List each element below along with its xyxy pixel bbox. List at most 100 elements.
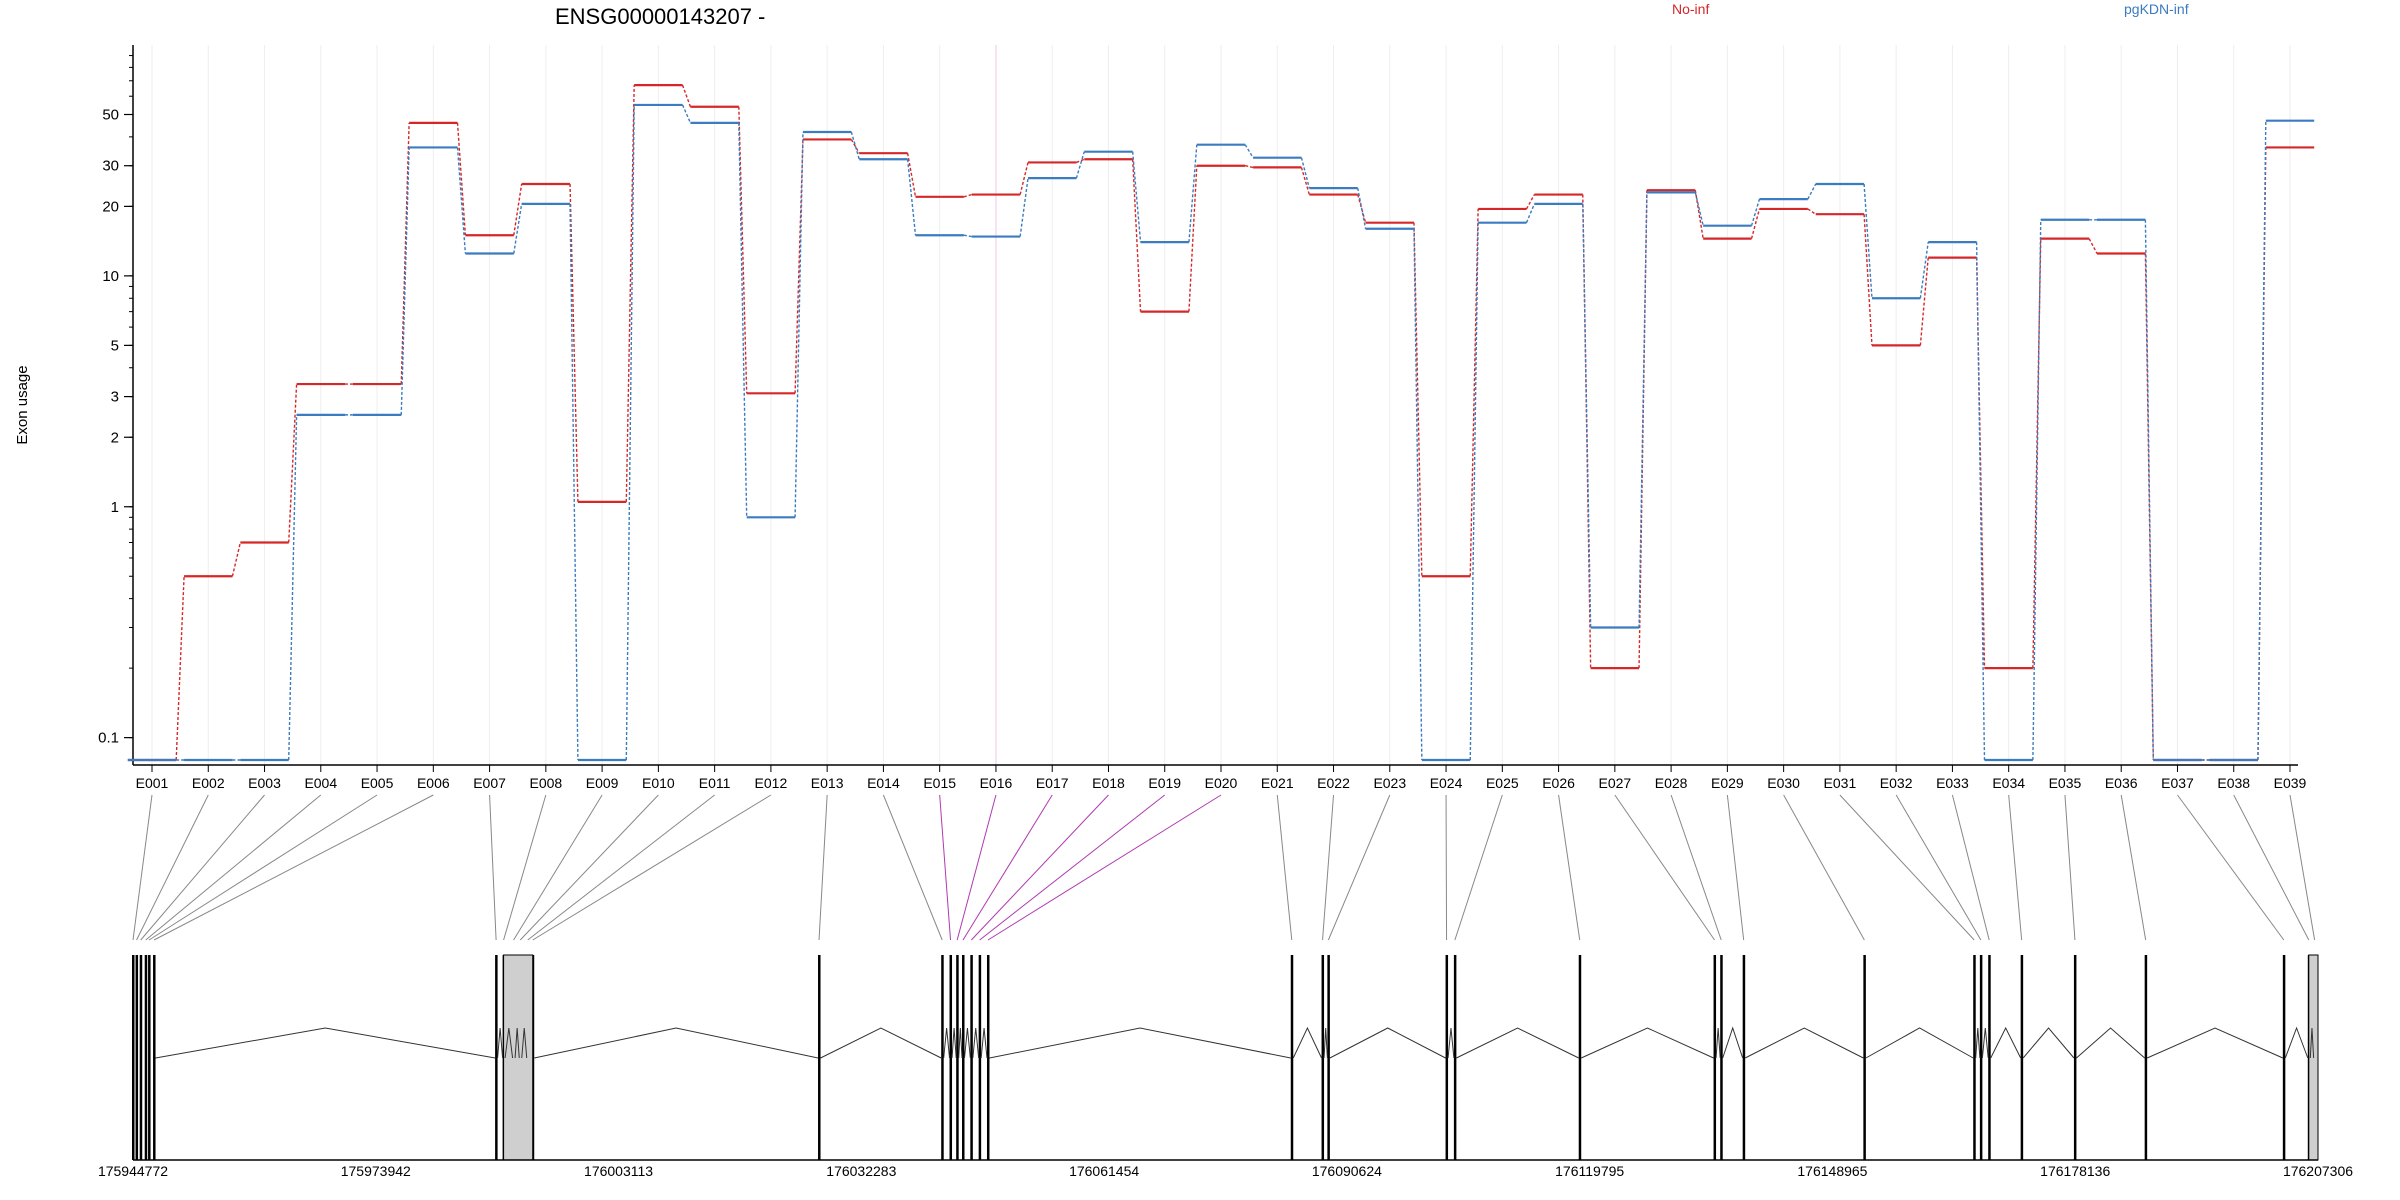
exon-mapping-line [1445,794,1448,941]
chart-title: ENSG00000143207 - [555,4,765,29]
exon-box [956,955,959,1160]
intron-line [964,1027,971,1059]
series-connector [963,234,972,238]
x-tick-label: E020 [1205,775,1238,791]
exon-box [132,955,135,1160]
series-connector [1469,208,1479,577]
series-connector [2032,238,2042,669]
exon-mapping-line [882,794,943,941]
series-connector [1975,242,1986,761]
series-connector [456,147,467,254]
legend-entry-pgkdn-inf: pgKDN-inf [2124,1,2189,17]
genome-coordinate-label: 176119795 [1555,1163,1624,1179]
series-connector [1300,157,1311,189]
exon-box [1453,955,1457,1160]
series-connector [513,183,523,236]
x-tick-label: E022 [1317,775,1350,791]
exon-box [986,955,990,1160]
series-connector [1807,183,1817,200]
intron-line [972,1027,980,1059]
genome-coordinate-label: 176207306 [2283,1163,2353,1179]
exon-box [1445,955,1449,1160]
series-connector [1131,159,1142,312]
exon-box [941,955,944,1160]
exon-mapping-line [2233,794,2310,941]
series-connector [681,104,692,124]
series-connector [1694,190,1704,239]
x-tick-label: E026 [1542,775,1575,791]
series-connector [1694,192,1704,226]
exon-mapping-line [987,794,1222,941]
series-connector [2032,219,2042,761]
x-tick-label: E032 [1880,775,1913,791]
exon-mapping-line [1454,794,1503,941]
exon-box [949,955,953,1160]
exon-mapping-line [136,794,209,941]
exon-mapping-line [1895,794,1982,941]
exon-box [1988,955,1991,1160]
series-connector [1638,192,1648,628]
exon-cluster-box [503,954,534,1161]
series-connector [1413,228,1423,761]
intron-line [521,1027,528,1059]
intron-line [534,1027,819,1059]
exon-box [153,955,156,1160]
intron-line [504,1027,514,1059]
x-tick-label: E024 [1430,775,1463,791]
series-connector [2144,219,2154,761]
x-tick-label: E035 [2049,775,2082,791]
exon-box [970,955,973,1160]
x-tick-label: E033 [1936,775,1969,791]
exon-box [1321,955,1325,1160]
x-tick-label: E011 [699,775,731,791]
series-connector [1807,208,1817,215]
y-tick-label: 50 [102,107,119,124]
exon-mapping-line [2008,794,2023,941]
series-connector [231,542,242,577]
y-tick-label: 20 [102,198,119,215]
intron-line [1715,1027,1721,1059]
x-tick-label: E009 [586,775,619,791]
series-connector [1469,222,1479,761]
exon-box [962,955,965,1160]
y-tick-label: 2 [111,429,119,446]
exon-box [1973,955,1976,1160]
series-connector [1582,203,1592,628]
x-tick-label: E001 [136,775,169,791]
gene-model: 175944772 175973942 176003113 176032283 1760… [98,794,2353,1179]
intron-line [1292,1026,1323,1059]
x-tick-label: E012 [755,775,788,791]
intron-line [1722,1026,1744,1059]
x-tick-label: E038 [2217,775,2250,791]
x-tick-label: E002 [192,775,225,791]
series-connector [1244,144,1254,159]
exon-mapping-line [1670,794,1722,941]
x-tick-label: E039 [2274,775,2307,791]
exon-box [148,955,151,1160]
genome-coordinate-label: 175973942 [341,1163,411,1179]
x-tick-label: E010 [642,775,675,791]
series-connector [625,85,635,502]
exon-box [144,955,148,1160]
exon-mapping-line [1726,794,1745,941]
intron-line [1975,1027,1981,1059]
plot-area: 0.1 1 2 3 5 10 20 30 50 E001 E002 E003 E004 E005 E006 E… [98,45,2315,791]
series-connector [569,183,579,502]
series-connector [400,147,410,415]
x-tick-label: E015 [923,775,956,791]
exon-mapping-line [2120,794,2147,941]
intron-line [1990,1026,2022,1059]
x-tick-label: E021 [1261,775,1294,791]
exon-box [495,955,498,1160]
x-tick-label: E030 [1767,775,1800,791]
x-tick-label: E017 [1036,775,1069,791]
y-axis-label: Exon usage [14,365,31,444]
x-tick-label: E037 [2161,775,2194,791]
exon-mapping-line [140,794,265,941]
intron-line [2309,1027,2315,1059]
exon-box [1979,955,1983,1160]
x-tick-label: E014 [867,775,900,791]
series-connector [400,122,410,385]
series-connector [1919,242,1929,299]
exon-mapping-line [939,794,952,941]
